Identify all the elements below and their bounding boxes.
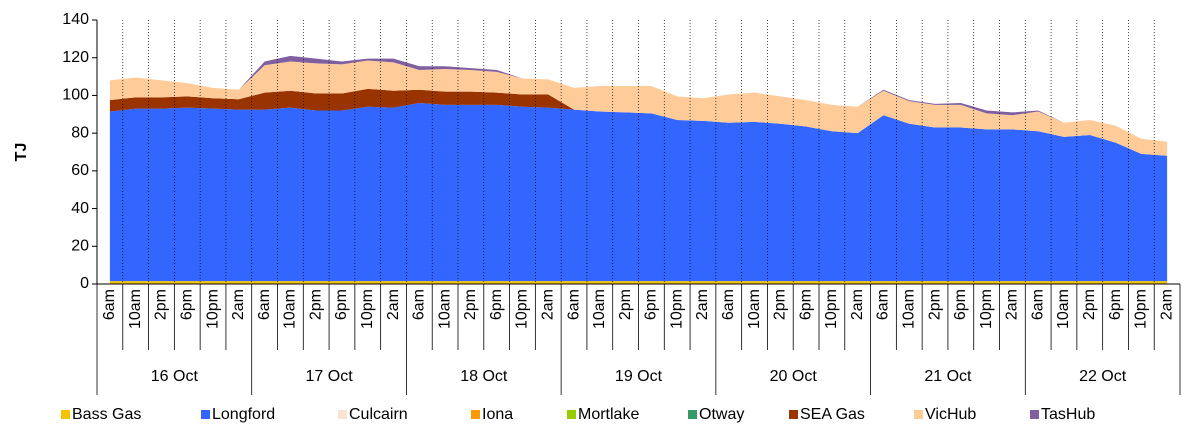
legend-label: Culcairn	[349, 406, 408, 423]
x-tick-label: 10pm	[359, 289, 376, 329]
y-tick-label: 80	[71, 124, 89, 141]
legend-label: SEA Gas	[800, 406, 865, 423]
legend-marker	[789, 410, 798, 419]
x-tick-label: 10pm	[978, 289, 995, 329]
x-tick-label: 10pm	[204, 289, 221, 329]
legend-label: TasHub	[1041, 406, 1095, 423]
x-tick-label: 6am	[256, 289, 273, 320]
area	[109, 88, 1168, 156]
legend-marker	[914, 410, 923, 419]
x-tick-label: 2am	[539, 289, 556, 320]
legend-marker	[61, 410, 70, 419]
legend-marker	[201, 410, 210, 419]
legend-label: Otway	[699, 406, 744, 423]
x-tick-label: 2am	[1004, 289, 1021, 320]
area	[109, 60, 1168, 156]
legend-marker	[688, 410, 697, 419]
x-tick-label: 2am	[385, 289, 402, 320]
y-tick-label: 0	[80, 275, 89, 292]
x-tick-label: 10am	[127, 289, 144, 329]
area	[109, 102, 1168, 282]
x-tick-label: 10am	[436, 289, 453, 329]
legend-label: Iona	[482, 406, 513, 423]
x-tick-label: 6pm	[488, 289, 505, 320]
y-tick-label: 100	[62, 87, 89, 104]
group-label: 17 Oct	[306, 368, 354, 385]
x-tick-label: 6am	[565, 289, 582, 320]
x-tick-label: 6pm	[1107, 289, 1124, 320]
group-label: 21 Oct	[924, 368, 972, 385]
x-tick-label: 10pm	[668, 289, 685, 329]
x-tick-label: 6am	[101, 289, 118, 320]
x-tick-label: 6am	[411, 289, 428, 320]
x-tick-label: 6pm	[333, 289, 350, 320]
x-tick-label: 10am	[591, 289, 608, 329]
x-tick-label: 6pm	[952, 289, 969, 320]
x-tick-label: 2pm	[617, 289, 634, 320]
x-tick-label: 10am	[1055, 289, 1072, 329]
x-tick-label: 2pm	[926, 289, 943, 320]
y-tick-label: 120	[62, 49, 89, 66]
group-label: 19 Oct	[615, 368, 663, 385]
y-tick-label: 140	[62, 11, 89, 28]
x-tick-label: 10pm	[514, 289, 531, 329]
legend-label: VicHub	[925, 406, 976, 423]
x-tick-label: 6am	[875, 289, 892, 320]
legend-label: Bass Gas	[72, 406, 141, 423]
x-tick-label: 2pm	[772, 289, 789, 320]
x-tick-label: 10pm	[1133, 289, 1150, 329]
x-tick-label: 10am	[746, 289, 763, 329]
x-tick-label: 2am	[849, 289, 866, 320]
y-tick-label: 40	[71, 200, 89, 217]
legend-label: Mortlake	[578, 406, 639, 423]
x-tick-label: 2pm	[1081, 289, 1098, 320]
group-label: 20 Oct	[770, 368, 818, 385]
x-tick-label: 2pm	[307, 289, 324, 320]
group-label: 22 Oct	[1079, 368, 1127, 385]
y-tick-label: 20	[71, 238, 89, 255]
x-tick-label: 2am	[1158, 289, 1175, 320]
area	[109, 281, 1168, 284]
x-tick-label: 6am	[1029, 289, 1046, 320]
legend-marker	[1030, 410, 1039, 419]
legend-marker	[567, 410, 576, 419]
legend-label: Longford	[212, 406, 275, 423]
x-tick-label: 6am	[720, 289, 737, 320]
x-tick-label: 2am	[230, 289, 247, 320]
legend-marker	[471, 410, 480, 419]
legend-marker	[338, 410, 347, 419]
x-tick-label: 2pm	[153, 289, 170, 320]
y-axis-label: TJ	[13, 143, 30, 162]
x-tick-label: 10pm	[823, 289, 840, 329]
x-tick-label: 2am	[694, 289, 711, 320]
y-tick-label: 60	[71, 162, 89, 179]
x-tick-label: 2pm	[462, 289, 479, 320]
group-label: 18 Oct	[460, 368, 508, 385]
x-tick-label: 6pm	[643, 289, 660, 320]
x-tick-label: 10am	[282, 289, 299, 329]
x-tick-label: 6pm	[178, 289, 195, 320]
group-label: 16 Oct	[151, 368, 199, 385]
x-tick-label: 10am	[900, 289, 917, 329]
x-tick-label: 6pm	[797, 289, 814, 320]
